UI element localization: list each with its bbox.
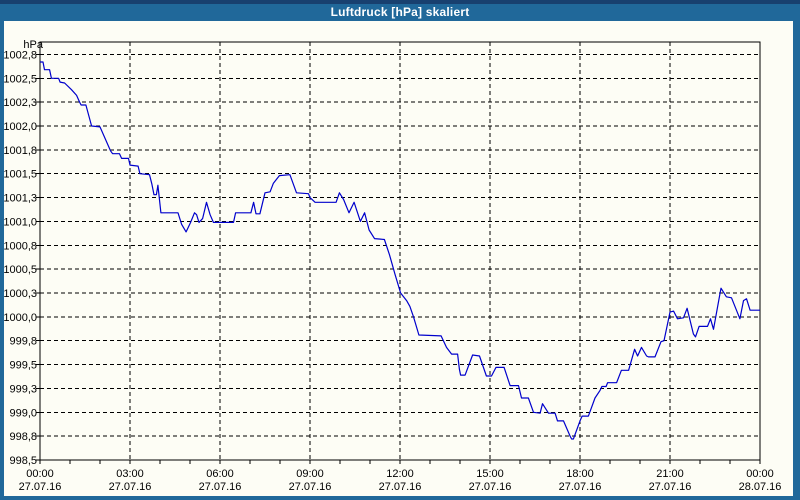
y-axis-label: 999,8 bbox=[9, 336, 37, 348]
y-axis-label: 1001,3 bbox=[3, 193, 37, 205]
y-axis-label: 1000,3 bbox=[3, 288, 37, 300]
y-axis-label: 1000,5 bbox=[3, 264, 37, 276]
x-axis-date-label: 27.07.16 bbox=[559, 481, 602, 493]
x-axis-date-label: 27.07.16 bbox=[199, 481, 242, 493]
window-title: Luftdruck [hPa] skaliert bbox=[330, 4, 470, 19]
x-axis-time-label: 00:00 bbox=[746, 468, 774, 480]
y-axis-label: 1001,0 bbox=[3, 216, 37, 228]
y-axis-unit-label: hPa bbox=[23, 39, 43, 51]
y-axis-label: 1002,5 bbox=[3, 73, 37, 85]
y-axis-label: 999,3 bbox=[9, 383, 37, 395]
x-axis-time-label: 09:00 bbox=[296, 468, 324, 480]
y-axis-label: 1000,0 bbox=[3, 312, 37, 324]
pressure-series-line bbox=[40, 61, 760, 440]
y-axis-label: 1001,5 bbox=[3, 169, 37, 181]
y-axis-label: 998,8 bbox=[9, 431, 37, 443]
x-axis-time-label: 12:00 bbox=[386, 468, 414, 480]
x-axis-date-label: 27.07.16 bbox=[109, 481, 152, 493]
x-axis-date-label: 28.07.16 bbox=[739, 481, 782, 493]
x-axis-time-label: 21:00 bbox=[656, 468, 684, 480]
y-axis-label: 1002,3 bbox=[3, 97, 37, 109]
y-axis-label: 999,0 bbox=[9, 407, 37, 419]
chart-area bbox=[4, 21, 793, 496]
y-axis-label: 999,5 bbox=[9, 360, 37, 372]
window-titlebar[interactable]: Luftdruck [hPa] skaliert bbox=[0, 0, 800, 21]
titlebar-top-strip bbox=[0, 0, 800, 4]
window-border-right bbox=[793, 21, 800, 500]
x-axis-time-label: 06:00 bbox=[206, 468, 234, 480]
x-axis-date-label: 27.07.16 bbox=[649, 481, 692, 493]
y-axis-label: 1000,8 bbox=[3, 240, 37, 252]
y-axis-label: 1002,0 bbox=[3, 121, 37, 133]
x-axis-time-label: 00:00 bbox=[26, 468, 54, 480]
y-axis-label: 1001,8 bbox=[3, 145, 37, 157]
x-axis-time-label: 03:00 bbox=[116, 468, 144, 480]
y-axis-label: 998,5 bbox=[9, 455, 37, 467]
x-axis-date-label: 27.07.16 bbox=[289, 481, 332, 493]
x-axis-date-label: 27.07.16 bbox=[379, 481, 422, 493]
x-axis-time-label: 18:00 bbox=[566, 468, 594, 480]
window-border-left bbox=[0, 21, 4, 500]
plot-border bbox=[39, 41, 761, 461]
y-axis-label: 1002,8 bbox=[3, 49, 37, 61]
x-axis-date-label: 27.07.16 bbox=[469, 481, 512, 493]
window-border-bottom bbox=[0, 496, 800, 500]
x-axis-time-label: 15:00 bbox=[476, 468, 504, 480]
x-axis-date-label: 27.07.16 bbox=[19, 481, 62, 493]
